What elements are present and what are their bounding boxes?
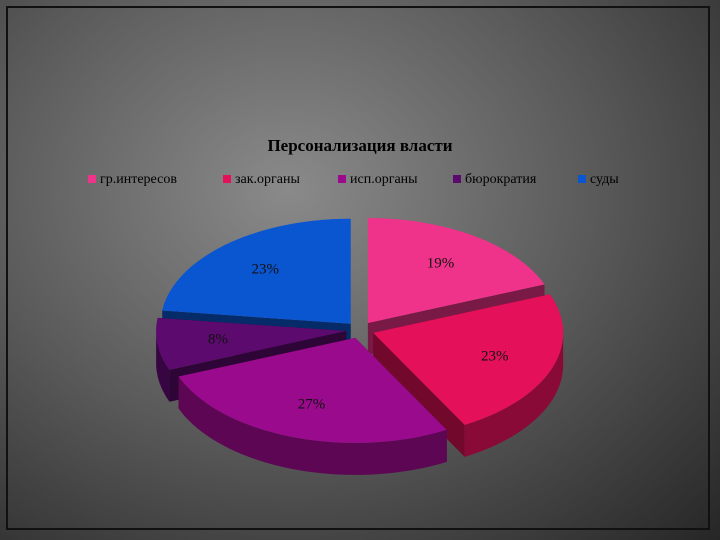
legend-swatch [223, 175, 231, 183]
data-label: 23% [481, 348, 509, 364]
slice-wall [464, 332, 564, 457]
slice-wall [178, 376, 447, 475]
slice-top [178, 337, 447, 443]
slice-wall [156, 331, 170, 402]
data-label: 8% [208, 331, 228, 347]
slice-top [156, 317, 347, 370]
data-label: 19% [427, 255, 455, 271]
legend-label: суды [590, 172, 619, 187]
legend-swatch [578, 175, 586, 183]
legend-label: зак.органы [235, 172, 300, 187]
frame [6, 6, 710, 530]
chart-title: Персонализация власти [267, 136, 452, 155]
slice-top [367, 218, 545, 324]
legend-label: бюрократия [465, 172, 537, 187]
slice-top [162, 218, 351, 324]
slice [178, 337, 447, 475]
legend-swatch [88, 175, 96, 183]
legend-swatch [338, 175, 346, 183]
legend-label: исп.органы [350, 172, 418, 187]
legend-label: гр.интересов [100, 172, 177, 187]
slice-top [373, 294, 564, 425]
data-label: 23% [252, 262, 280, 278]
data-label: 27% [298, 397, 326, 413]
legend-swatch [453, 175, 461, 183]
